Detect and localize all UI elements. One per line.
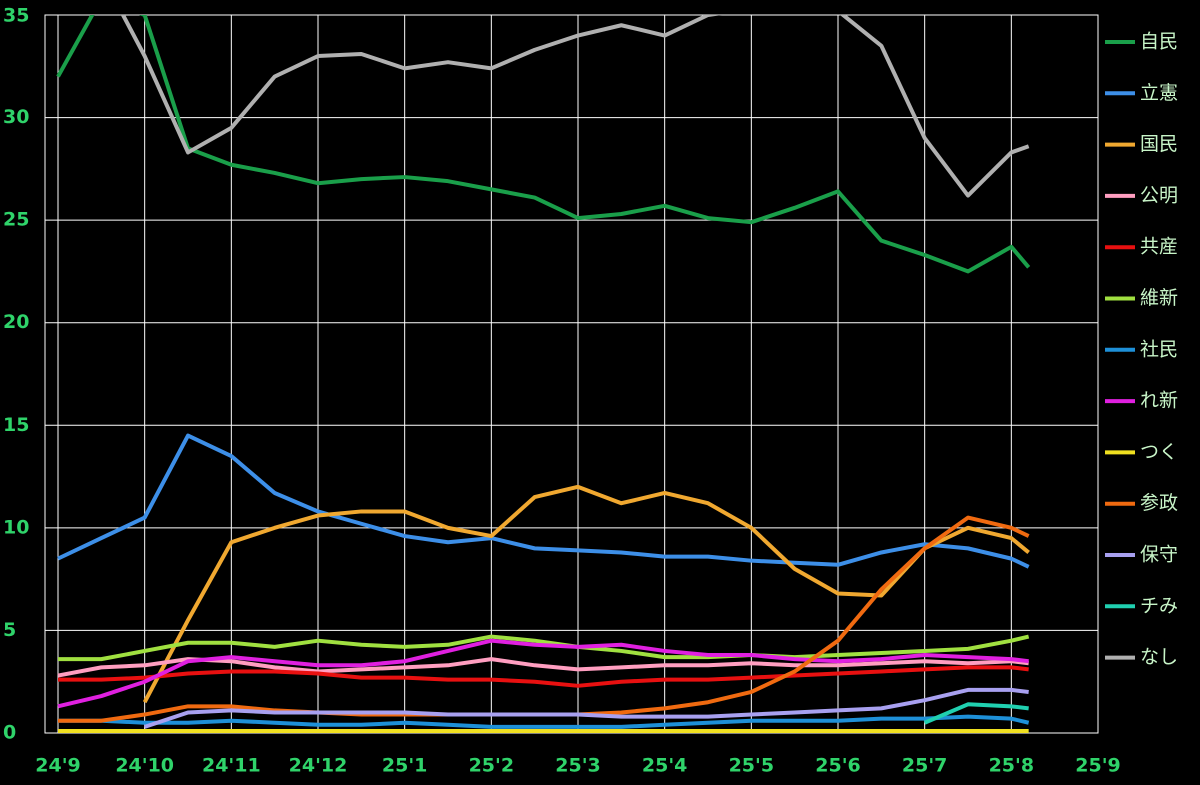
x-tick-label: 24'10 [115, 755, 174, 777]
legend-label: なし [1140, 646, 1178, 668]
legend-label: 参政 [1140, 492, 1178, 514]
series-line [57, 657, 1029, 678]
x-tick-label: 25'3 [555, 755, 600, 777]
x-tick-label: 25'9 [1075, 755, 1120, 777]
series-line [120, 15, 1030, 198]
series-line [56, 15, 1031, 274]
x-tick-label: 25'2 [469, 755, 514, 777]
lines [56, 15, 1031, 733]
y-tick-label: 20 [3, 311, 29, 333]
series-line [58, 634, 1030, 662]
y-tick-label: 35 [3, 5, 29, 27]
legend-label: 国民 [1140, 133, 1178, 155]
series-line [57, 433, 1030, 569]
x-tick-label: 25'7 [902, 755, 947, 777]
series-line [58, 665, 1029, 688]
x-tick-label: 25'8 [989, 755, 1034, 777]
y-tick-label: 10 [3, 516, 29, 538]
x-tick-label: 24'9 [35, 755, 80, 777]
x-tick-label: 25'1 [382, 755, 427, 777]
legend-label: チみ [1140, 595, 1178, 617]
legend-label: つく [1140, 441, 1178, 463]
legend-label: 共産 [1140, 236, 1178, 258]
series-line [144, 687, 1029, 729]
legend-label: 保守 [1140, 544, 1178, 566]
legend-label: 維新 [1140, 287, 1178, 309]
plot-frame [44, 14, 1099, 734]
legend-label: れ新 [1140, 390, 1178, 412]
x-tick-label: 25'5 [729, 755, 774, 777]
series-line [58, 714, 1030, 729]
y-tick-label: 30 [3, 106, 29, 128]
y-tick-label: 25 [3, 209, 29, 231]
series-line [57, 638, 1029, 709]
series-line [923, 702, 1029, 725]
legend-label: 自民 [1140, 31, 1178, 53]
legend-label: 立憲 [1140, 82, 1178, 104]
x-tick-label: 25'4 [642, 755, 687, 777]
legend-label: 公明 [1140, 184, 1178, 206]
y-tick-label: 5 [3, 619, 16, 641]
y-tick-label: 15 [3, 414, 29, 436]
labels: 0 5 10 15 20 25 30 35 24'9 24'10 24'11 24'12 25'1 25'… [3, 5, 1178, 777]
grid [44, 14, 1099, 734]
x-tick-label: 24'11 [202, 755, 261, 777]
series-line [142, 484, 1030, 704]
x-tick-label: 25'6 [815, 755, 860, 777]
x-tick-label: 24'12 [289, 755, 348, 777]
legend-label: 社民 [1140, 338, 1178, 360]
y-tick-label: 0 [3, 722, 16, 744]
